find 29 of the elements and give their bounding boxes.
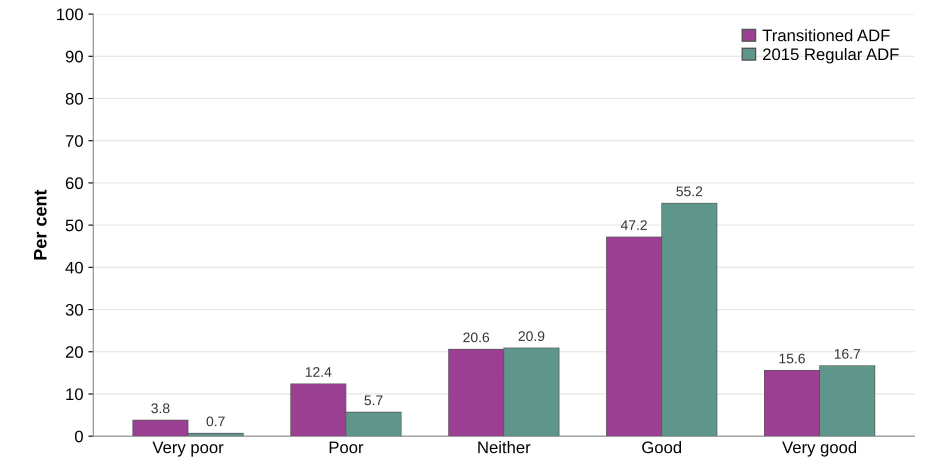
y-tick-label: 30 (66, 304, 83, 316)
y-tick-label: 70 (66, 135, 83, 147)
y-tick-label: 0 (74, 430, 83, 442)
y-tick-label: 40 (65, 262, 83, 274)
data-label: 20.6 (463, 332, 490, 342)
y-tick-label: 60 (66, 177, 83, 190)
data-label: 15.6 (780, 354, 805, 364)
y-tick-label: 100 (57, 8, 83, 20)
data-label: 12.4 (306, 367, 332, 377)
y-tick-label: 90 (66, 50, 83, 62)
data-label: 55.2 (676, 186, 702, 196)
y-tick-label: 50 (66, 220, 83, 232)
x-tick-label: Good (642, 441, 682, 454)
x-tick-label: Very good (782, 441, 856, 457)
data-label: 20.9 (518, 331, 544, 342)
y-tick-label: 20 (66, 346, 83, 358)
legend-label: Transitioned ADF (762, 29, 890, 42)
data-label: 0.7 (206, 416, 225, 426)
legend-label: 2015 Regular ADF (763, 48, 899, 64)
data-label: 3.8 (151, 403, 170, 414)
y-tick-label: 10 (66, 388, 83, 400)
y-axis-title: Per cent (34, 190, 47, 260)
x-tick-label: Poor (330, 442, 364, 454)
data-label: 16.7 (834, 348, 860, 359)
data-label: 5.7 (364, 396, 383, 406)
y-tick-label: 80 (66, 92, 83, 105)
data-label: 47.2 (620, 220, 647, 230)
x-tick-label: Very poor (152, 442, 224, 457)
x-tick-label: Neither (478, 441, 530, 454)
